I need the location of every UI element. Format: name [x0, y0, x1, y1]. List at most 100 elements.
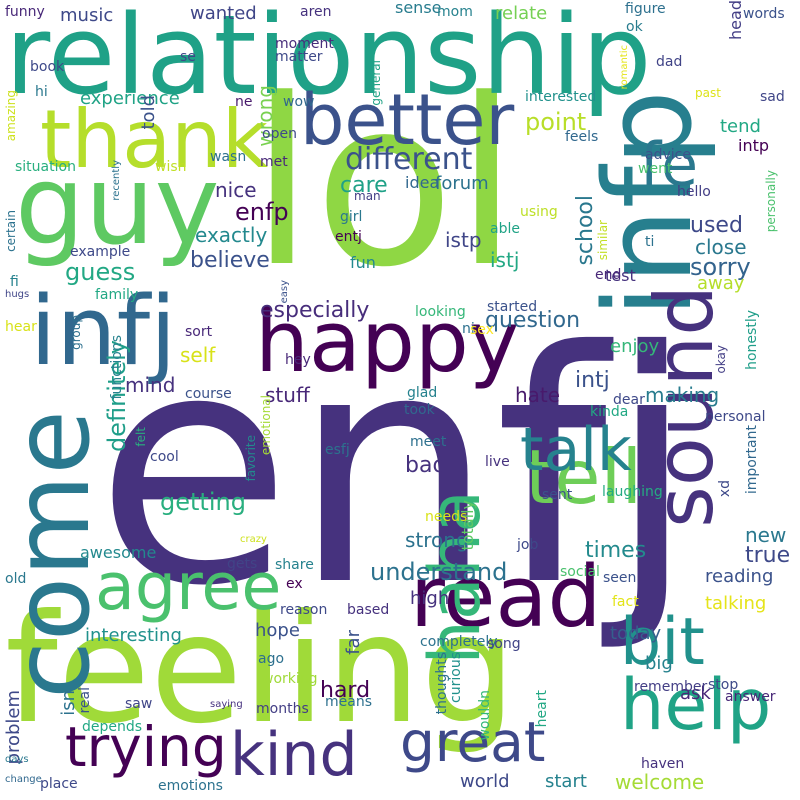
cloud-word: school	[573, 195, 598, 266]
cloud-word: meet	[410, 434, 447, 450]
cloud-word: moment	[275, 36, 334, 52]
cloud-word: istp	[445, 228, 482, 252]
cloud-word: gets	[227, 556, 258, 572]
cloud-word: help	[620, 664, 772, 746]
cloud-word: course	[185, 386, 232, 402]
cloud-word: high	[410, 588, 450, 609]
cloud-word: girl	[340, 209, 363, 225]
cloud-word: open	[262, 126, 297, 142]
cloud-word: personally	[764, 170, 778, 233]
cloud-word: point	[525, 108, 587, 136]
cloud-word: able	[490, 221, 520, 237]
cloud-word: esfj	[325, 442, 350, 458]
cloud-word: fact	[612, 594, 639, 610]
cloud-word: curious	[448, 652, 464, 703]
cloud-word: today	[610, 623, 662, 644]
cloud-word: talk	[520, 415, 632, 485]
cloud-word: talking	[705, 593, 767, 614]
cloud-word: ex	[286, 576, 303, 592]
cloud-word: cool	[150, 449, 179, 465]
cloud-word: wanted	[190, 3, 257, 24]
cloud-word: fun	[350, 253, 376, 272]
cloud-word: hope	[255, 620, 300, 641]
cloud-word: welcome	[615, 770, 705, 794]
cloud-word: told	[138, 95, 159, 130]
cloud-word: days	[5, 754, 29, 765]
cloud-word: completely	[420, 634, 498, 650]
cloud-word: example	[70, 244, 131, 260]
cloud-word: emotional	[259, 395, 273, 456]
cloud-word: ne	[235, 94, 253, 110]
cloud-word: fe	[640, 130, 699, 200]
cloud-word: real	[77, 687, 93, 714]
cloud-word: reading	[705, 566, 774, 587]
cloud-word: intp	[738, 136, 770, 155]
cloud-word: relationship	[5, 0, 652, 119]
cloud-word: idea	[405, 173, 440, 192]
cloud-word: aren	[300, 4, 332, 20]
cloud-word: interested	[525, 89, 597, 105]
cloud-word: working	[262, 671, 318, 687]
cloud-word: crazy	[240, 534, 267, 545]
cloud-word: saw	[125, 696, 153, 712]
cloud-word: read	[410, 548, 602, 647]
cloud-word: thoughts	[434, 652, 450, 715]
cloud-word: started	[487, 299, 538, 315]
cloud-word: job	[517, 537, 539, 553]
cloud-word: past	[695, 86, 721, 100]
cloud-word: functions	[109, 335, 125, 400]
cloud-word: similar	[596, 220, 610, 261]
cloud-word: big	[645, 653, 673, 674]
cloud-word: family	[95, 287, 139, 303]
cloud-word: met	[260, 154, 288, 170]
cloud-word: answer	[725, 689, 776, 705]
cloud-word: dear	[613, 392, 645, 408]
cloud-word: away	[697, 273, 745, 294]
cloud-word: entj	[335, 229, 362, 245]
cloud-word: mind	[125, 373, 176, 397]
cloud-word: believe	[190, 248, 270, 273]
cloud-word: test	[605, 266, 636, 285]
cloud-word: needs	[425, 509, 468, 525]
cloud-word: emotions	[158, 778, 223, 794]
cloud-word: advice	[645, 147, 691, 163]
cloud-word: world	[460, 771, 510, 792]
cloud-word: lol	[250, 51, 519, 318]
cloud-word: funny	[5, 4, 45, 20]
cloud-word: figure	[625, 1, 666, 17]
cloud-word: saying	[210, 699, 243, 710]
cloud-word: book	[30, 59, 65, 75]
cloud-word: hear	[5, 319, 37, 335]
cloud-word: bad	[405, 453, 447, 478]
cloud-word: dad	[656, 54, 683, 70]
cloud-word: amazing	[4, 90, 18, 142]
cloud-word: wouldn	[477, 690, 493, 741]
cloud-word: months	[256, 701, 309, 717]
cloud-word: ni	[462, 321, 475, 337]
cloud-word: sorry	[690, 253, 751, 281]
cloud-word: ask	[680, 683, 711, 704]
cloud-word: glad	[407, 385, 438, 401]
cloud-word: remember	[634, 679, 708, 695]
cloud-word: enfj	[95, 284, 697, 656]
cloud-word: kind	[230, 720, 358, 790]
cloud-word: reason	[280, 602, 328, 618]
cloud-word: important	[744, 425, 760, 495]
cloud-word: happy	[255, 293, 520, 392]
cloud-word: using	[520, 204, 558, 220]
cloud-word: experience	[80, 88, 180, 109]
cloud-word: times	[585, 538, 647, 563]
cloud-word: seen	[603, 570, 637, 586]
cloud-word: live	[485, 454, 510, 470]
cloud-word: general	[369, 60, 383, 106]
cloud-word: hi	[35, 84, 48, 100]
cloud-word: feels	[565, 129, 599, 145]
cloud-word: tell	[525, 433, 643, 521]
cloud-word: ti	[645, 234, 655, 250]
cloud-word: xd	[717, 480, 733, 498]
cloud-word: fi	[10, 274, 19, 290]
cloud-word: making	[645, 383, 720, 407]
cloud-word: guess	[65, 258, 136, 286]
cloud-word: care	[340, 173, 388, 198]
cloud-word: far	[343, 630, 364, 655]
